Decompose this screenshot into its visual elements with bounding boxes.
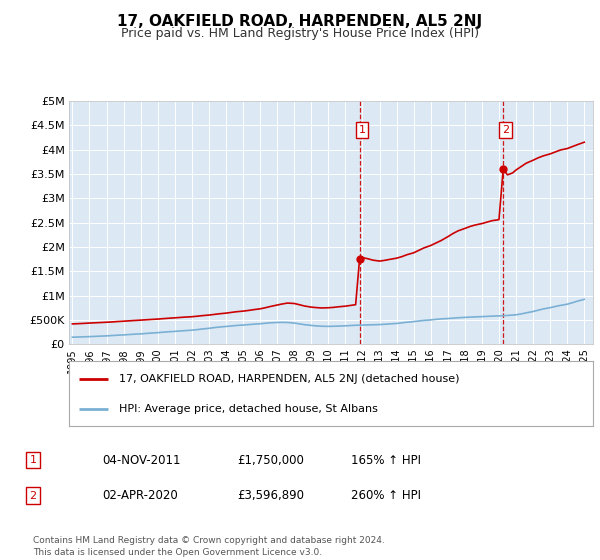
Text: 1: 1 — [29, 455, 37, 465]
Text: 260% ↑ HPI: 260% ↑ HPI — [351, 489, 421, 502]
Text: 04-NOV-2011: 04-NOV-2011 — [102, 454, 181, 467]
Text: 2: 2 — [29, 491, 37, 501]
Text: 2: 2 — [502, 125, 509, 135]
Text: £1,750,000: £1,750,000 — [237, 454, 304, 467]
Text: 165% ↑ HPI: 165% ↑ HPI — [351, 454, 421, 467]
Text: HPI: Average price, detached house, St Albans: HPI: Average price, detached house, St A… — [119, 404, 377, 414]
Text: 17, OAKFIELD ROAD, HARPENDEN, AL5 2NJ (detached house): 17, OAKFIELD ROAD, HARPENDEN, AL5 2NJ (d… — [119, 374, 459, 384]
Text: 1: 1 — [359, 125, 365, 135]
Text: £3,596,890: £3,596,890 — [237, 489, 304, 502]
Text: Price paid vs. HM Land Registry's House Price Index (HPI): Price paid vs. HM Land Registry's House … — [121, 27, 479, 40]
Text: 17, OAKFIELD ROAD, HARPENDEN, AL5 2NJ: 17, OAKFIELD ROAD, HARPENDEN, AL5 2NJ — [118, 14, 482, 29]
Text: 02-APR-2020: 02-APR-2020 — [102, 489, 178, 502]
Text: Contains HM Land Registry data © Crown copyright and database right 2024.
This d: Contains HM Land Registry data © Crown c… — [33, 536, 385, 557]
